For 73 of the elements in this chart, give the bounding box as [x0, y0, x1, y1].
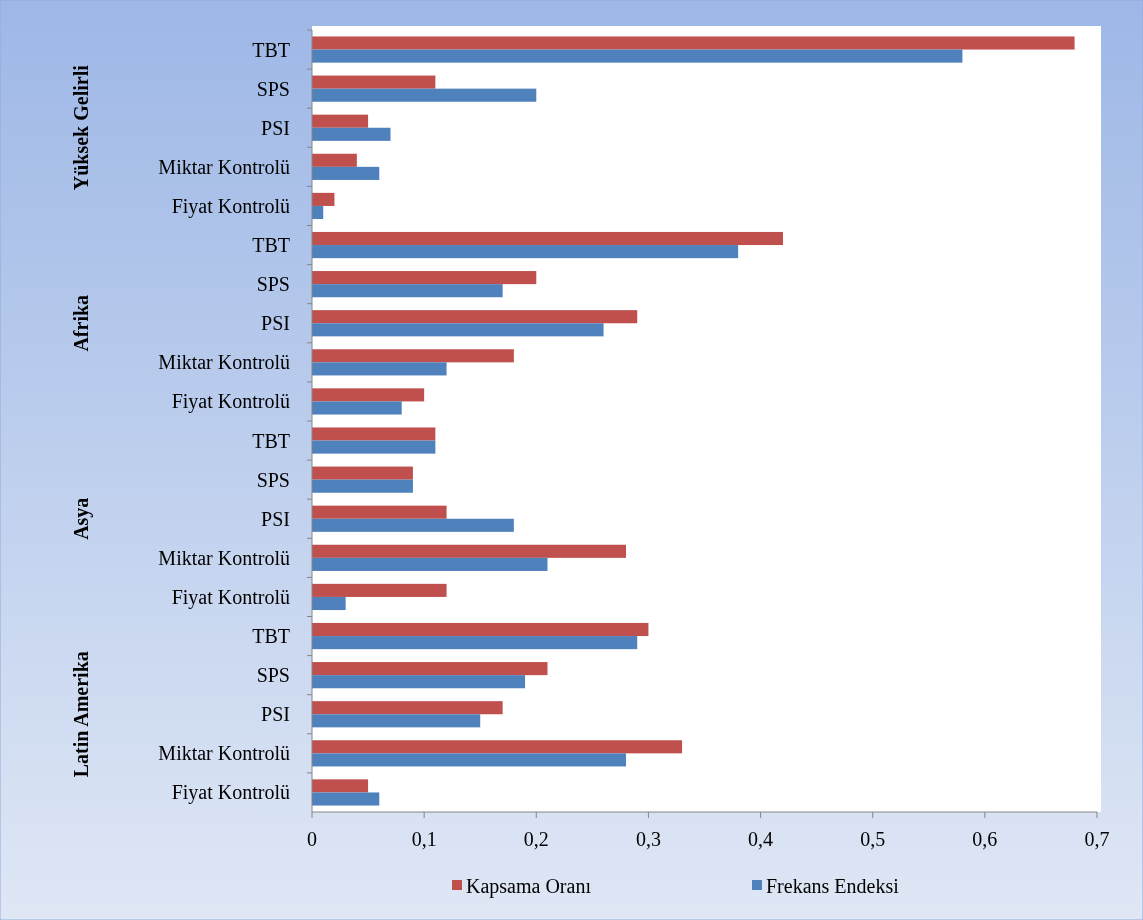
y-tick-label: TBT: [252, 234, 290, 257]
text: Afrika: [70, 294, 92, 352]
x-tick-label: 0,4: [748, 828, 774, 850]
bar: [312, 323, 604, 337]
bar: [312, 49, 963, 63]
text: Asya: [70, 497, 93, 540]
bar: [312, 88, 537, 102]
bar: [312, 114, 369, 128]
x-tick-label: 0: [307, 828, 317, 850]
bar: [312, 505, 447, 519]
bar: [312, 192, 335, 206]
bar: [312, 362, 447, 376]
bar: [312, 701, 503, 715]
text: Yüksek Gelirli: [70, 64, 92, 191]
bar: [312, 753, 626, 767]
x-tick-label: 0,2: [523, 828, 549, 850]
bar: [312, 388, 425, 402]
bar: [312, 127, 391, 141]
y-tick-label: Miktar Kontrolü: [158, 155, 290, 178]
y-tick-label: Fiyat Kontrolü: [171, 194, 290, 218]
y-tick-label: Miktar Kontrolü: [158, 742, 290, 765]
x-tick-label: 0,7: [1084, 828, 1110, 850]
bar: [312, 310, 638, 324]
text: Latin Amerika: [70, 651, 92, 778]
bar: [312, 401, 402, 415]
bar: [312, 245, 739, 259]
bar: [312, 427, 436, 441]
bar: [312, 792, 380, 806]
y-tick-label: Fiyat Kontrolü: [171, 585, 290, 609]
y-tick-label: PSI: [261, 507, 290, 530]
bar: [312, 714, 481, 728]
y-tick-label: SPS: [256, 273, 290, 296]
y-tick-label: Miktar Kontrolü: [158, 351, 290, 374]
bar: [312, 284, 503, 298]
bar: [312, 636, 638, 650]
y-tick-label: TBT: [252, 38, 290, 61]
x-tick-label: 0,1: [411, 828, 437, 850]
x-tick-label: 0,5: [860, 828, 886, 850]
bar: [312, 479, 413, 493]
y-tick-label: SPS: [256, 77, 290, 100]
y-tick-label: PSI: [261, 312, 290, 335]
bar: [312, 740, 683, 754]
y-tick-label: PSI: [261, 116, 290, 139]
y-tick-label: SPS: [256, 664, 290, 687]
bar: [312, 36, 1075, 50]
y-tick-label: SPS: [256, 468, 290, 491]
bar: [312, 349, 514, 363]
bar: [312, 440, 436, 454]
x-tick-label: 0,3: [635, 828, 661, 850]
bar: [312, 231, 783, 246]
bar: [312, 153, 357, 167]
legend-label: Kapsama Oranı: [466, 875, 592, 898]
bar: [312, 466, 413, 480]
y-tick-label: Miktar Kontrolü: [158, 546, 290, 569]
y-tick-label: Fiyat Kontrolü: [171, 390, 290, 414]
bar: [312, 271, 537, 285]
x-tick-label: 0,6: [972, 828, 998, 850]
bar: [312, 662, 548, 676]
legend-label: Frekans Endeksi: [766, 875, 900, 897]
bar: [312, 779, 369, 793]
y-tick-label: TBT: [252, 625, 290, 648]
bar: [312, 583, 447, 597]
y-tick-label: PSI: [261, 703, 290, 726]
y-tick-label: Fiyat Kontrolü: [171, 781, 290, 805]
bar: [312, 622, 649, 637]
bar: [312, 557, 548, 571]
bar: [312, 544, 626, 558]
bar: [312, 166, 380, 180]
y-tick-label: TBT: [252, 429, 290, 452]
bar: [312, 596, 346, 611]
bar: [312, 75, 436, 89]
bar: [312, 518, 514, 532]
bar: [312, 675, 526, 689]
